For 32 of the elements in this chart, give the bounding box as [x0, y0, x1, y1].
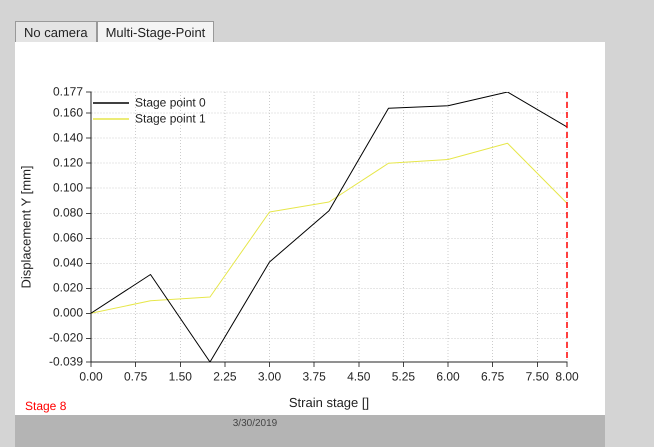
ref-line-label: Stage 8 — [25, 399, 67, 413]
x-tick-label: 4.50 — [347, 370, 371, 384]
x-axis-title: Strain stage [] — [288, 394, 370, 410]
x-tick-label: 3.75 — [302, 370, 326, 384]
y-tick-label: 0.040 — [52, 256, 84, 270]
x-tick-label: 0.75 — [124, 370, 148, 384]
x-tick-label: 6.75 — [480, 370, 505, 384]
y-tick-label: 0.177 — [52, 84, 84, 98]
y-axis-title: Displacement Y [mm] — [18, 165, 34, 289]
legend-label: Stage point 1 — [135, 111, 206, 126]
text: Multi-Stage-Point — [96, 21, 214, 44]
x-tick-label: 7.50 — [526, 370, 550, 384]
y-tick-label: 0.100 — [52, 180, 84, 195]
y-tick-label: 0.120 — [52, 156, 84, 170]
y-tick-label: -0.039 — [48, 354, 84, 368]
y-tick-label: 0.160 — [52, 106, 84, 120]
y-tick-label: -0.020 — [48, 330, 84, 345]
y-tick-label: 0.140 — [52, 130, 84, 145]
y-tick-label: 0.000 — [52, 306, 84, 320]
text: No camera — [15, 21, 97, 44]
x-tick-label: 6.00 — [436, 370, 460, 384]
x-tick-label: 2.25 — [213, 370, 237, 384]
x-tick-label: 3.00 — [258, 370, 282, 384]
x-tick-label: 5.25 — [392, 370, 416, 384]
legend-label: Stage point 0 — [135, 95, 206, 110]
x-tick-label: 8.00 — [555, 370, 579, 384]
x-tick-label: 0.00 — [79, 370, 103, 384]
y-tick-label: 0.060 — [52, 230, 84, 245]
y-tick-label: 0.020 — [52, 280, 84, 295]
x-tick-label: 1.50 — [168, 370, 192, 384]
y-tick-label: 0.080 — [52, 206, 84, 220]
text: 3/30/2019 — [232, 418, 278, 429]
